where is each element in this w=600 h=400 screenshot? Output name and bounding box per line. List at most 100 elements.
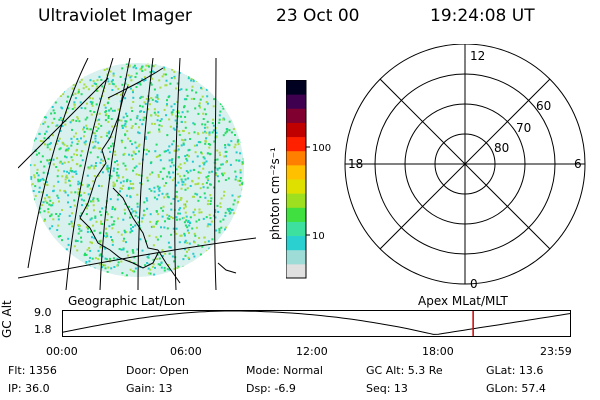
speckle-dot [249,201,251,203]
speckle-dot [35,153,38,156]
speckle-dot [183,241,186,244]
speckle-dot [30,137,31,140]
speckle-dot [192,252,195,255]
speckle-dot [24,130,26,132]
speckle-dot [243,187,244,190]
speckle-dot [163,266,166,269]
speckle-dot [163,150,166,153]
speckle-dot [87,227,89,230]
speckle-dot [232,98,235,101]
speckle-dot [53,112,56,115]
speckle-dot [165,84,168,87]
speckle-dot [88,279,90,281]
speckle-dot [232,67,235,70]
speckle-dot [121,272,124,275]
speckle-dot [129,223,132,226]
speckle-dot [146,255,149,258]
speckle-dot [45,99,48,102]
speckle-dot [86,116,89,119]
speckle-dot [46,201,49,204]
speckle-dot [129,180,132,183]
speckle-dot [43,116,46,118]
speckle-dot [40,225,42,228]
speckle-dot [75,119,78,122]
speckle-dot [194,63,197,65]
speckle-dot [250,247,252,249]
speckle-dot [183,67,186,70]
speckle-dot [73,135,76,138]
speckle-dot [186,226,189,229]
speckle-dot [172,227,175,230]
speckle-dot [93,145,96,148]
speckle-dot [180,187,183,190]
speckle-dot [57,272,60,275]
uv-image-disk [18,58,256,290]
speckle-dot [186,250,188,253]
speckle-dot [178,89,181,92]
speckle-dot [157,155,160,158]
speckle-dot [247,183,249,185]
speckle-dot [184,178,187,181]
speckle-dot [30,84,33,87]
speckle-dot [229,259,232,261]
speckle-dot [30,256,33,259]
speckle-dot [109,150,111,153]
speckle-dot [203,192,206,195]
speckle-dot [74,240,77,243]
speckle-dot [67,149,69,152]
speckle-dot [19,178,21,180]
flight-number: Flt: 1356 [8,364,57,377]
speckle-dot [251,70,253,72]
speckle-dot [183,270,186,273]
speckle-dot [204,285,206,287]
speckle-dot [166,192,169,195]
speckle-dot [89,200,92,203]
speckle-dot [170,105,173,108]
speckle-dot [248,112,250,114]
speckle-dot [23,157,25,159]
speckle-dot [191,63,194,66]
speckle-dot [237,143,240,146]
speckle-dot [125,112,128,115]
speckle-dot [119,100,122,103]
speckle-dot [111,79,114,82]
speckle-dot [228,210,231,212]
speckle-dot [205,131,208,134]
speckle-dot [133,270,136,273]
speckle-dot [195,226,198,229]
speckle-dot [249,252,251,254]
speckle-dot [111,227,114,230]
speckle-dot [124,125,127,128]
speckle-dot [27,231,29,233]
speckle-dot [105,258,108,261]
orbit-xtick-1800: 18:00 [422,345,454,358]
speckle-dot [250,167,252,169]
speckle-dot [245,214,247,216]
speckle-dot [255,104,256,106]
speckle-dot [204,142,207,145]
speckle-dot [183,203,186,206]
speckle-dot [117,231,120,234]
speckle-dot [99,231,102,234]
speckle-dot [19,82,21,84]
speckle-dot [163,226,166,229]
speckle-dot [24,284,26,286]
speckle-dot [90,102,93,105]
speckle-dot [56,273,58,276]
speckle-dot [54,264,57,267]
speckle-dot [125,280,127,282]
speckle-dot [46,143,49,146]
speckle-dot [141,105,144,108]
speckle-dot [76,63,79,65]
speckle-dot [251,246,253,248]
speckle-dot [155,236,158,239]
speckle-dot [74,281,76,283]
speckle-dot [108,130,111,133]
speckle-dot [112,223,115,226]
speckle-dot [243,148,244,151]
speckle-dot [206,225,209,228]
speckle-dot [86,127,89,130]
speckle-dot [224,272,226,275]
speckle-dot [77,188,80,191]
speckle-dot [74,170,77,173]
